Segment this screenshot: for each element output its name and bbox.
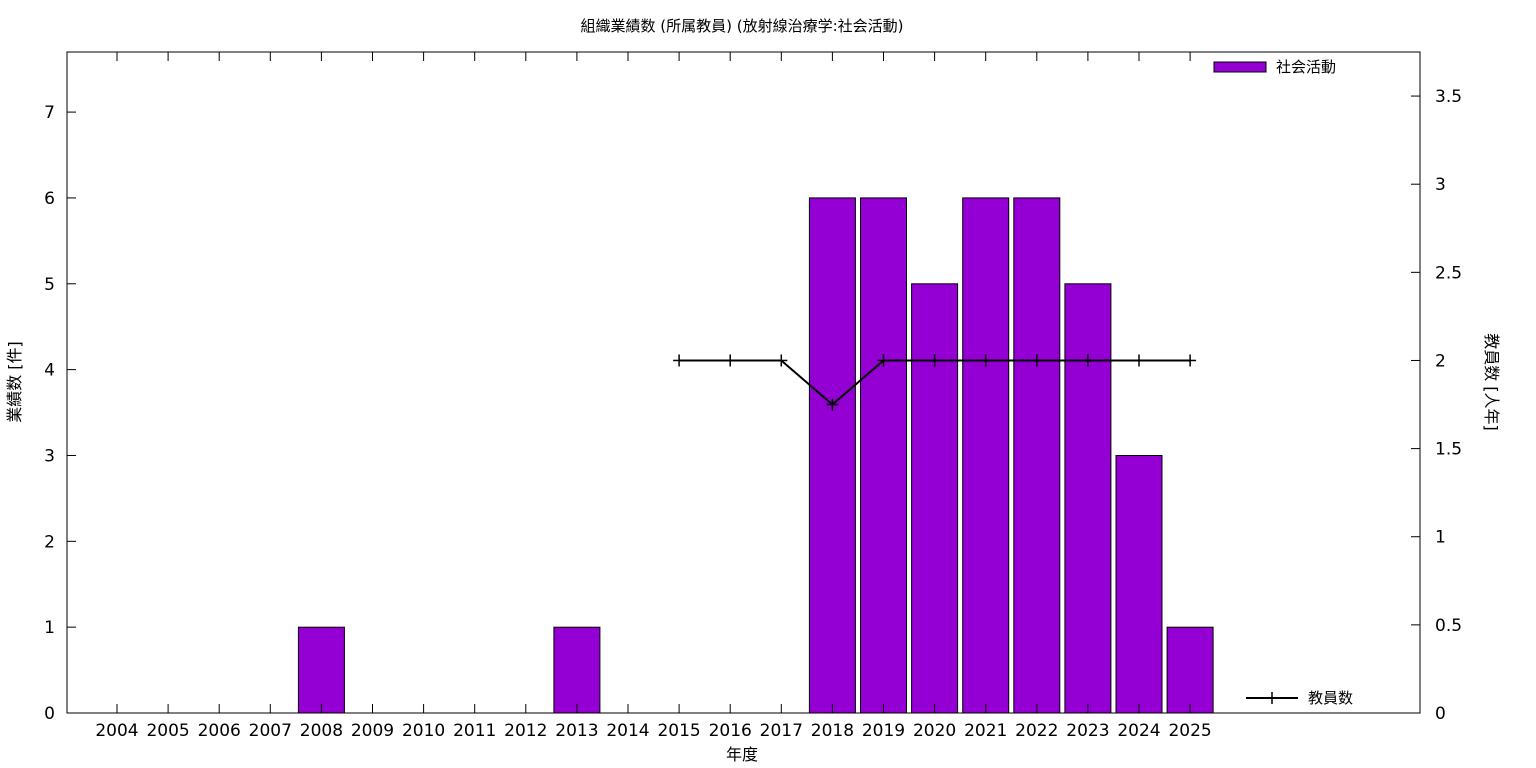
x-tick-label-2018: 2018 xyxy=(811,721,854,741)
line-point-2015 xyxy=(673,354,686,367)
y-tick-label-4: 4 xyxy=(44,361,55,381)
y-tick-label-0: 0 xyxy=(44,704,55,724)
x-tick-label-2024: 2024 xyxy=(1117,721,1160,741)
line-layer xyxy=(673,354,1197,411)
y-tick-labels: 0 1 2 3 4 5 6 7 xyxy=(44,103,55,724)
y-tick-label-6: 6 xyxy=(44,189,55,209)
x-tick-label-2012: 2012 xyxy=(504,721,547,741)
y-axis-label: 業績数 [件] xyxy=(5,341,24,423)
x-tick-label-2019: 2019 xyxy=(862,721,905,741)
bar-2021 xyxy=(962,197,1010,714)
bars-layer xyxy=(297,197,1214,714)
bar-2024 xyxy=(1115,455,1163,714)
x-tick-label-2004: 2004 xyxy=(95,721,138,741)
bar-2013 xyxy=(553,626,601,714)
y2-axis-label: 教員数 [人年] xyxy=(1482,333,1501,431)
y2-tick-label-1.5: 1.5 xyxy=(1435,440,1462,460)
x-tick-label-2016: 2016 xyxy=(709,721,752,741)
line-point-2024 xyxy=(1133,354,1145,367)
x-tick-label-2015: 2015 xyxy=(657,721,700,741)
bar-2018 xyxy=(808,197,856,714)
x-tick-label-2020: 2020 xyxy=(913,721,956,741)
line-point-2021 xyxy=(979,354,992,367)
legend-bar-label: 社会活動 xyxy=(1276,58,1336,76)
y2-tick-label-3.5: 3.5 xyxy=(1435,87,1462,107)
legend-bar-swatch xyxy=(1213,61,1267,73)
line-point-2018 xyxy=(826,398,839,411)
line-point-2023 xyxy=(1081,354,1094,367)
x-tick-label-2011: 2011 xyxy=(453,721,496,741)
y2-tick-label-2: 2 xyxy=(1435,351,1446,371)
x-tick-label-2022: 2022 xyxy=(1015,721,1058,741)
y-tick-label-3: 3 xyxy=(44,446,55,466)
bar-2008 xyxy=(297,626,345,714)
x-tick-label-2021: 2021 xyxy=(964,721,1007,741)
line-point-2022 xyxy=(1030,354,1043,367)
x-tick-label-2006: 2006 xyxy=(198,721,241,741)
line-point-2020 xyxy=(928,354,941,367)
bar-2025 xyxy=(1166,626,1214,714)
y-tick-label-7: 7 xyxy=(44,103,55,123)
plot-frame xyxy=(66,51,1421,714)
legend-line: 教員数 xyxy=(1246,689,1353,707)
y2-tick-label-0.5: 0.5 xyxy=(1435,616,1462,636)
x-tick-label-2005: 2005 xyxy=(146,721,189,741)
line-point-2019 xyxy=(877,354,890,367)
bar-2023 xyxy=(1064,283,1112,714)
y2-tick-label-3: 3 xyxy=(1435,175,1446,195)
x-tick-label-2007: 2007 xyxy=(249,721,292,741)
bar-2022 xyxy=(1013,197,1061,714)
x-tick-label-2008: 2008 xyxy=(300,721,343,741)
x-axis-label: 年度 xyxy=(726,745,758,764)
chart-title: 組織業績数 (所属教員) (放射線治療学:社会活動) xyxy=(580,17,903,35)
y2-tick-labels: 0 0.5 1 1.5 2 2.5 3 3.5 xyxy=(1435,87,1462,724)
x-tick-label-2017: 2017 xyxy=(760,721,803,741)
legend-line-label: 教員数 xyxy=(1308,689,1353,707)
x-tick-labels: 2004 2005 2006 2007 2008 2009 2010 2011 2012 2013… xyxy=(95,721,1211,741)
x-tick-label-2013: 2013 xyxy=(555,721,598,741)
line-point-2025 xyxy=(1184,354,1197,367)
line-point-2017 xyxy=(775,354,788,367)
y-tick-label-1: 1 xyxy=(44,618,55,638)
line-point-2016 xyxy=(724,354,737,367)
x-tick-label-2025: 2025 xyxy=(1168,721,1211,741)
bar-2020 xyxy=(911,283,959,714)
x-tick-label-2023: 2023 xyxy=(1066,721,1109,741)
x-tick-label-2009: 2009 xyxy=(351,721,394,741)
bar-2019 xyxy=(860,197,907,714)
ticks-layer xyxy=(67,52,1420,714)
y-tick-label-5: 5 xyxy=(44,275,55,295)
y2-tick-label-2.5: 2.5 xyxy=(1435,263,1462,283)
y2-tick-label-1: 1 xyxy=(1435,528,1446,548)
y-tick-label-2: 2 xyxy=(44,532,55,552)
x-tick-label-2010: 2010 xyxy=(402,721,445,741)
x-tick-label-2014: 2014 xyxy=(606,721,649,741)
legend-bars: 社会活動 xyxy=(1213,58,1336,76)
y2-tick-label-0: 0 xyxy=(1435,704,1446,724)
